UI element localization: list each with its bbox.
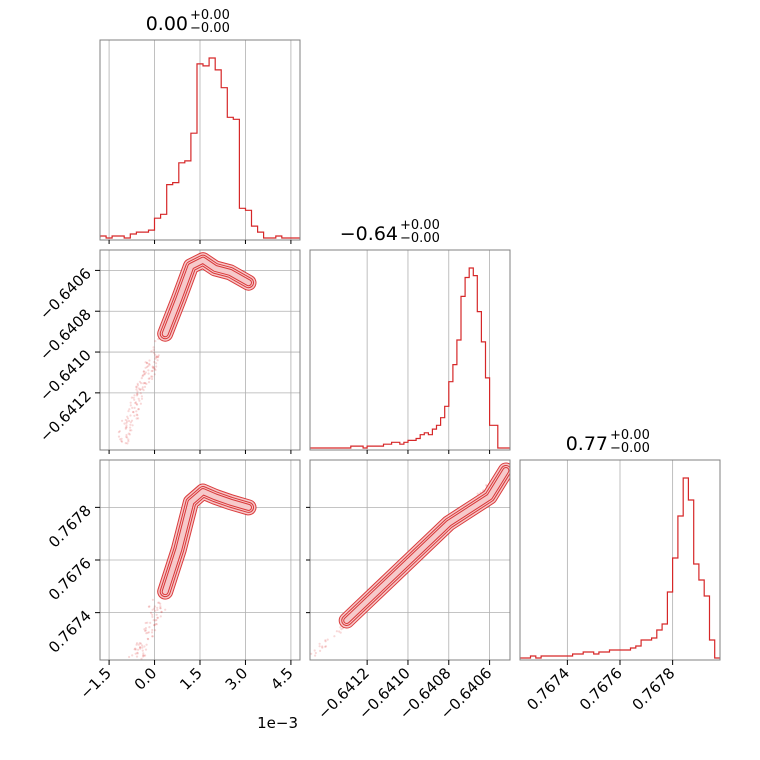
xtick-label-2-0: 0.7674	[523, 664, 573, 714]
title-main-0: 0.00	[146, 13, 188, 35]
xtick-label-0-1: 0.0	[131, 664, 161, 694]
xtick-label-2-2: 0.7678	[629, 664, 679, 714]
contour-fill-2-1-2	[344, 468, 509, 623]
title-lower-2: −0.00	[610, 441, 650, 456]
title-lower-0: −0.00	[190, 21, 230, 36]
title-main-2: 0.77	[566, 433, 608, 455]
panel-1-1	[309, 249, 511, 451]
contour-fill-2-0-2	[162, 489, 251, 595]
marginal-histogram-2	[520, 477, 720, 659]
panel-frame-1-1	[309, 249, 511, 451]
xtick-label-0-2: 1.5	[176, 664, 206, 694]
marginal-histogram-0	[100, 57, 300, 239]
xtick-label-0-4: 4.5	[267, 664, 297, 694]
title-1: −0.64 +0.00−0.00	[340, 218, 440, 246]
panel-1-0	[99, 249, 301, 451]
joint-density-2-1	[310, 462, 510, 657]
xtick-label-0-0: −1.5	[76, 664, 114, 702]
title-upper-1: +0.00	[400, 218, 440, 233]
ytick-label-2-0: 0.7674	[45, 607, 95, 657]
ytick-label-2-1: 0.7676	[45, 554, 95, 604]
title-2: 0.77 +0.00−0.00	[566, 428, 650, 456]
title-0: 0.00 +0.00−0.00	[146, 8, 230, 36]
title-lower-1: −0.00	[400, 231, 440, 246]
marginal-histogram-1	[310, 267, 510, 449]
ytick-label-2-2: 0.7678	[45, 501, 95, 551]
panel-2-1	[309, 459, 511, 661]
title-main-1: −0.64	[340, 223, 398, 245]
contour-fill-1-0-2	[162, 257, 251, 337]
panel-2-2	[519, 459, 721, 661]
panel-0-0	[99, 39, 301, 241]
xtick-label-0-3: 3.0	[222, 664, 252, 694]
x-offset-label: 1e−3	[257, 714, 298, 732]
panel-2-0	[99, 459, 301, 661]
title-upper-0: +0.00	[190, 8, 230, 23]
joint-density-1-0	[117, 252, 257, 445]
joint-density-2-0	[128, 483, 257, 660]
title-upper-2: +0.00	[610, 428, 650, 443]
xtick-label-2-1: 0.7676	[576, 664, 626, 714]
